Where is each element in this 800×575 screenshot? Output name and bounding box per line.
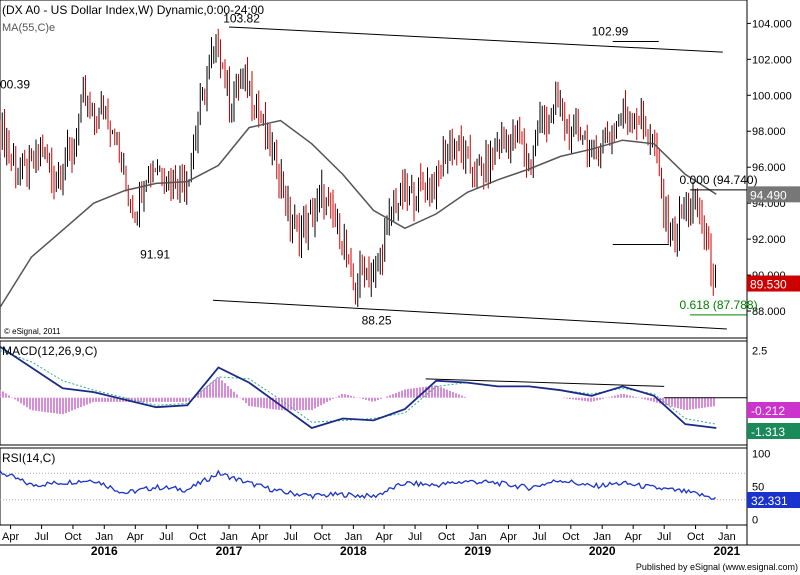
price-ytick-label: 102.000 bbox=[752, 54, 792, 66]
time-tick-label: Jul bbox=[532, 531, 546, 543]
price-annotation: 102.99 bbox=[592, 25, 629, 39]
signal-value-label: -1.313 bbox=[751, 425, 785, 439]
macd-title: MACD(12,26,9,C) bbox=[2, 344, 97, 358]
rsi-title: RSI(14,C) bbox=[2, 451, 55, 465]
time-tick-label: Jan bbox=[220, 531, 238, 543]
time-tick-label: Apr bbox=[625, 531, 642, 543]
price-annotation: 0.000 (94.740) bbox=[680, 173, 758, 187]
time-year-label: 2018 bbox=[340, 544, 367, 558]
trendline-lower-channel bbox=[212, 299, 727, 330]
price-ytick-label: 96.000 bbox=[752, 162, 786, 174]
ma-line bbox=[0, 119, 717, 308]
time-tick-label: Jan bbox=[345, 531, 363, 543]
time-tick-label: Jul bbox=[657, 531, 671, 543]
price-ytick-label: 92.000 bbox=[752, 234, 786, 246]
price-ytick-label: 88.000 bbox=[752, 306, 786, 318]
macd-value-label: -0.212 bbox=[751, 404, 785, 418]
time-tick-label: Oct bbox=[313, 531, 330, 543]
time-tick-label: Jan bbox=[95, 531, 113, 543]
time-tick-label: Oct bbox=[189, 531, 206, 543]
macd-value-tag bbox=[747, 402, 800, 418]
time-tick-label: Oct bbox=[562, 531, 579, 543]
price-ytick-label: 104.000 bbox=[752, 18, 792, 30]
time-year-label: 2019 bbox=[464, 544, 491, 558]
current-value-tag bbox=[747, 275, 800, 292]
current-value-label: 89.530 bbox=[750, 278, 787, 292]
time-tick-label: Oct bbox=[64, 531, 81, 543]
chart-title: (DX A0 - US Dollar Index,W) Dynamic,0:00… bbox=[2, 3, 264, 17]
time-year-label: 2020 bbox=[589, 544, 616, 558]
ma-series-label: MA(55,C)e bbox=[2, 22, 55, 34]
rsi-line bbox=[0, 469, 716, 500]
ma-value-label: 94.490 bbox=[750, 188, 787, 202]
time-year-label: 2021 bbox=[714, 544, 741, 558]
time-tick-label: Jan bbox=[718, 531, 736, 543]
time-tick-label: Oct bbox=[438, 531, 455, 543]
trendline-upper-channel bbox=[228, 26, 723, 53]
panel-frame-1 bbox=[0, 340, 748, 446]
price-ytick-label: 100.000 bbox=[752, 90, 792, 102]
panel-frame-2 bbox=[0, 447, 748, 526]
time-tick-label: Jul bbox=[35, 531, 49, 543]
rsi-ytick-label: 100 bbox=[752, 448, 770, 460]
price-annotation: 103.82 bbox=[223, 12, 260, 26]
rsi-value-tag bbox=[747, 492, 800, 508]
time-tick-label: Apr bbox=[251, 531, 268, 543]
signal-value-tag bbox=[747, 423, 800, 439]
time-tick-label: Jan bbox=[593, 531, 611, 543]
trendline-macd-trendline bbox=[425, 378, 665, 387]
copyright: © eSignal, 2011 bbox=[4, 327, 61, 336]
time-tick-label: Oct bbox=[687, 531, 704, 543]
time-tick-label: Apr bbox=[500, 531, 517, 543]
time-tick-label: Apr bbox=[2, 531, 19, 543]
rsi-ytick-label: 0 bbox=[752, 515, 758, 527]
price-ytick-label: 98.000 bbox=[752, 126, 786, 138]
price-annotation: 0.618 (87.788) bbox=[680, 298, 758, 312]
time-tick-label: Apr bbox=[376, 531, 393, 543]
ma-value-tag bbox=[747, 186, 800, 203]
price-annotation: 00.39 bbox=[0, 77, 30, 91]
time-tick-label: Apr bbox=[127, 531, 144, 543]
rsi-value-label: 32.331 bbox=[751, 494, 788, 508]
time-tick-label: Jul bbox=[408, 531, 422, 543]
rsi-ytick-label: 50 bbox=[752, 482, 764, 494]
price-annotation: 88.25 bbox=[362, 314, 392, 328]
time-year-label: 2016 bbox=[91, 544, 118, 558]
time-tick-label: Jul bbox=[284, 531, 298, 543]
panel-frame-0 bbox=[0, 0, 748, 339]
footer-credit: Published by eSignal (www.esignal.com) bbox=[635, 562, 798, 572]
price-annotation: 91.91 bbox=[140, 248, 170, 262]
time-tick-label: Jul bbox=[159, 531, 173, 543]
macd-ytick-label: 2.5 bbox=[752, 345, 767, 357]
macd-line bbox=[0, 345, 717, 429]
time-year-label: 2017 bbox=[216, 544, 243, 558]
time-tick-label: Jan bbox=[469, 531, 487, 543]
